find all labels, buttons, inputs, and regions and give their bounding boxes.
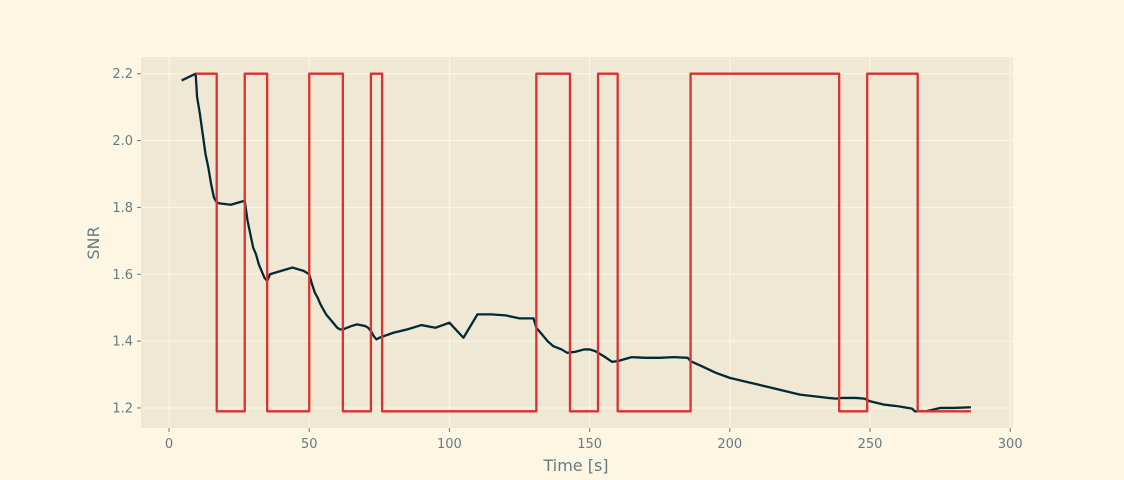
x-tick-label: 0 bbox=[165, 437, 173, 452]
state-series-line bbox=[195, 72, 971, 413]
x-tick-label: 100 bbox=[437, 437, 462, 452]
y-tick-label: 1.2 bbox=[112, 401, 133, 416]
x-tick-label: 250 bbox=[858, 437, 883, 452]
series-layer bbox=[181, 72, 971, 413]
y-tick-label: 1.6 bbox=[112, 268, 133, 283]
x-tick-label: 150 bbox=[577, 437, 602, 452]
y-axis-label: SNR bbox=[84, 226, 103, 259]
plot-area bbox=[141, 57, 1013, 428]
x-axis-label: Time [s] bbox=[542, 456, 608, 475]
x-axis-ticks: 0 50 100 150 200 250 300 bbox=[165, 428, 1023, 452]
snr-series-line bbox=[181, 72, 971, 413]
y-tick-label: 2.2 bbox=[112, 67, 133, 82]
x-tick-label: 200 bbox=[717, 437, 742, 452]
x-tick-label: 300 bbox=[998, 437, 1023, 452]
x-tick-label: 50 bbox=[301, 437, 318, 452]
y-axis-ticks: 1.2 1.4 1.6 1.8 2.0 2.2 bbox=[112, 67, 141, 416]
y-tick-label: 2.0 bbox=[112, 134, 133, 149]
y-tick-label: 1.8 bbox=[112, 201, 133, 216]
y-tick-label: 1.4 bbox=[112, 335, 133, 350]
